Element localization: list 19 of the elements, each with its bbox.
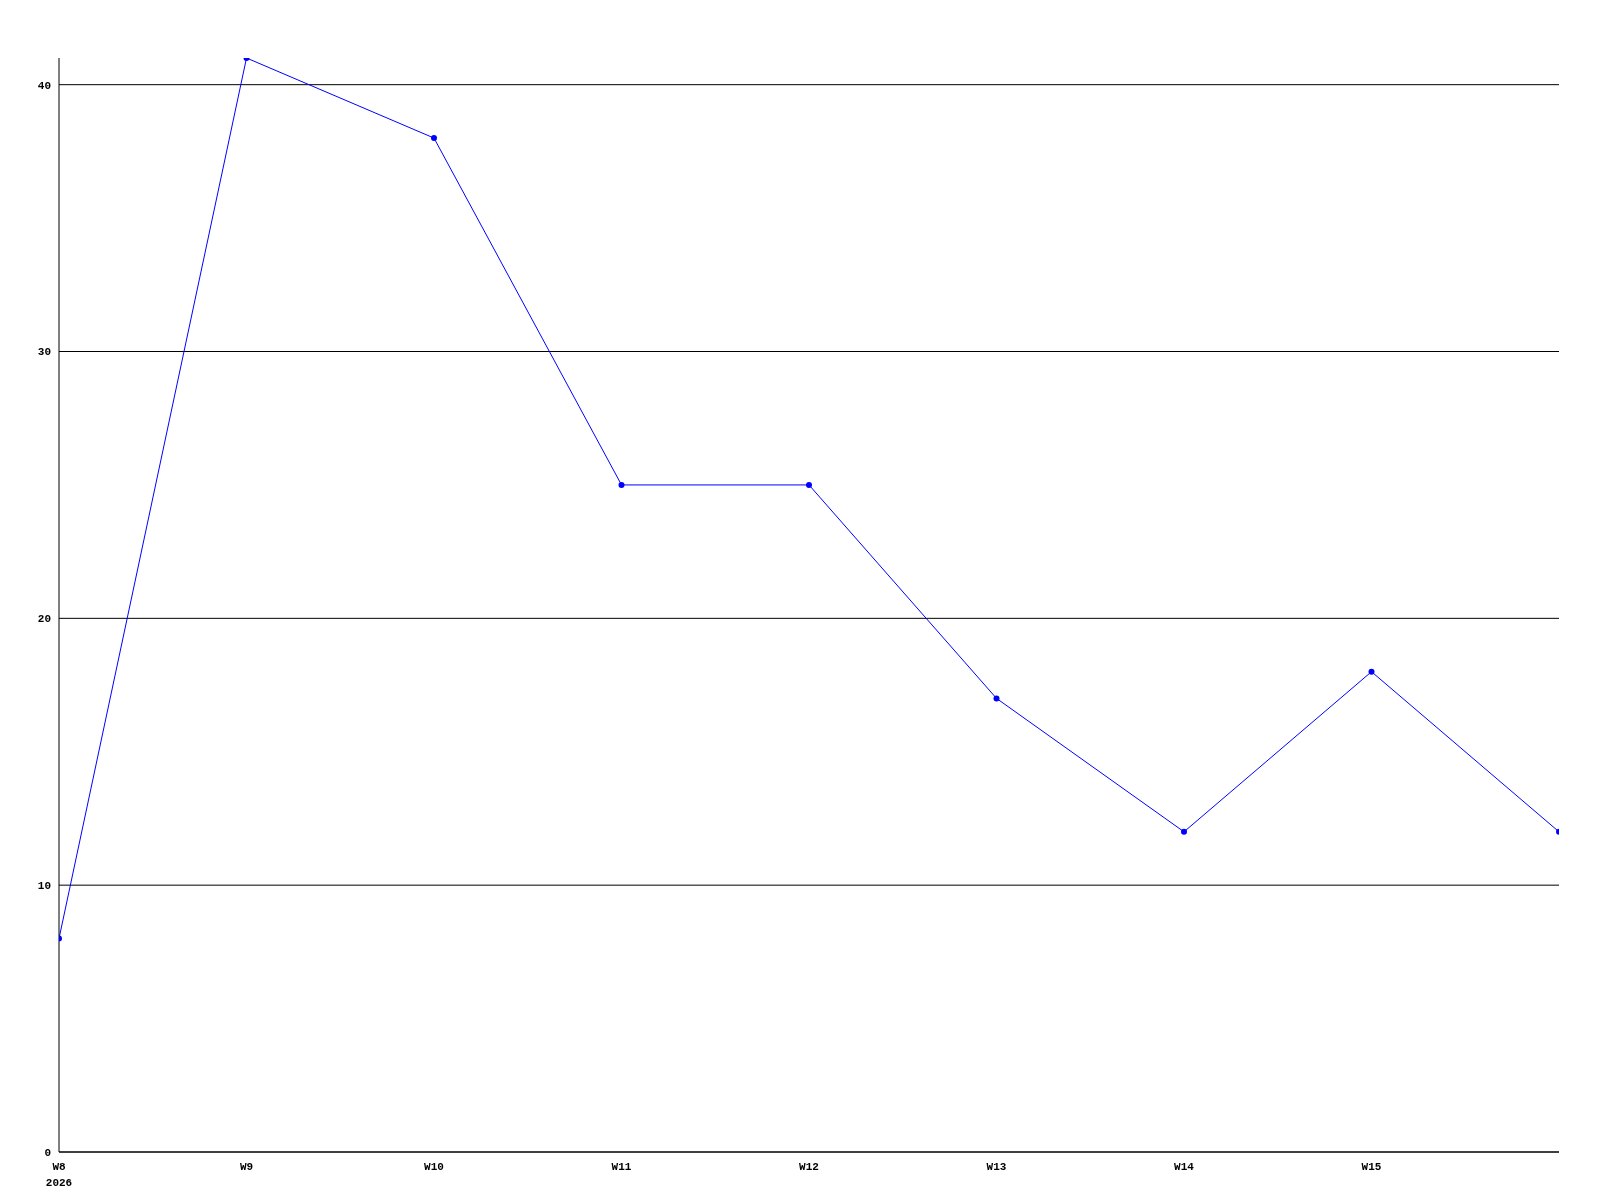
x-tick-label: W12 [799,1161,819,1173]
x-tick-label: W10 [424,1161,444,1173]
point [431,135,437,142]
x-tick-label: W15 [1361,1161,1382,1173]
point [993,695,1000,702]
x-tick-label: W8 2026 [45,1161,73,1189]
point [618,481,625,488]
y-tick-label: 10 [37,880,51,893]
x-tick-label: W11 [611,1161,632,1173]
y-tick-label: 0 [44,1146,51,1159]
y-tick-label: 20 [37,613,51,626]
y-tick-label: 40 [37,79,51,92]
y-tick-label: 30 [37,346,51,359]
x-tick-label: W13 [986,1161,1007,1173]
x-tick-label: W14 [1174,1161,1195,1173]
point [806,481,812,488]
point [1368,668,1375,675]
x-tick-label: W9 [239,1161,254,1173]
point [1181,828,1187,835]
